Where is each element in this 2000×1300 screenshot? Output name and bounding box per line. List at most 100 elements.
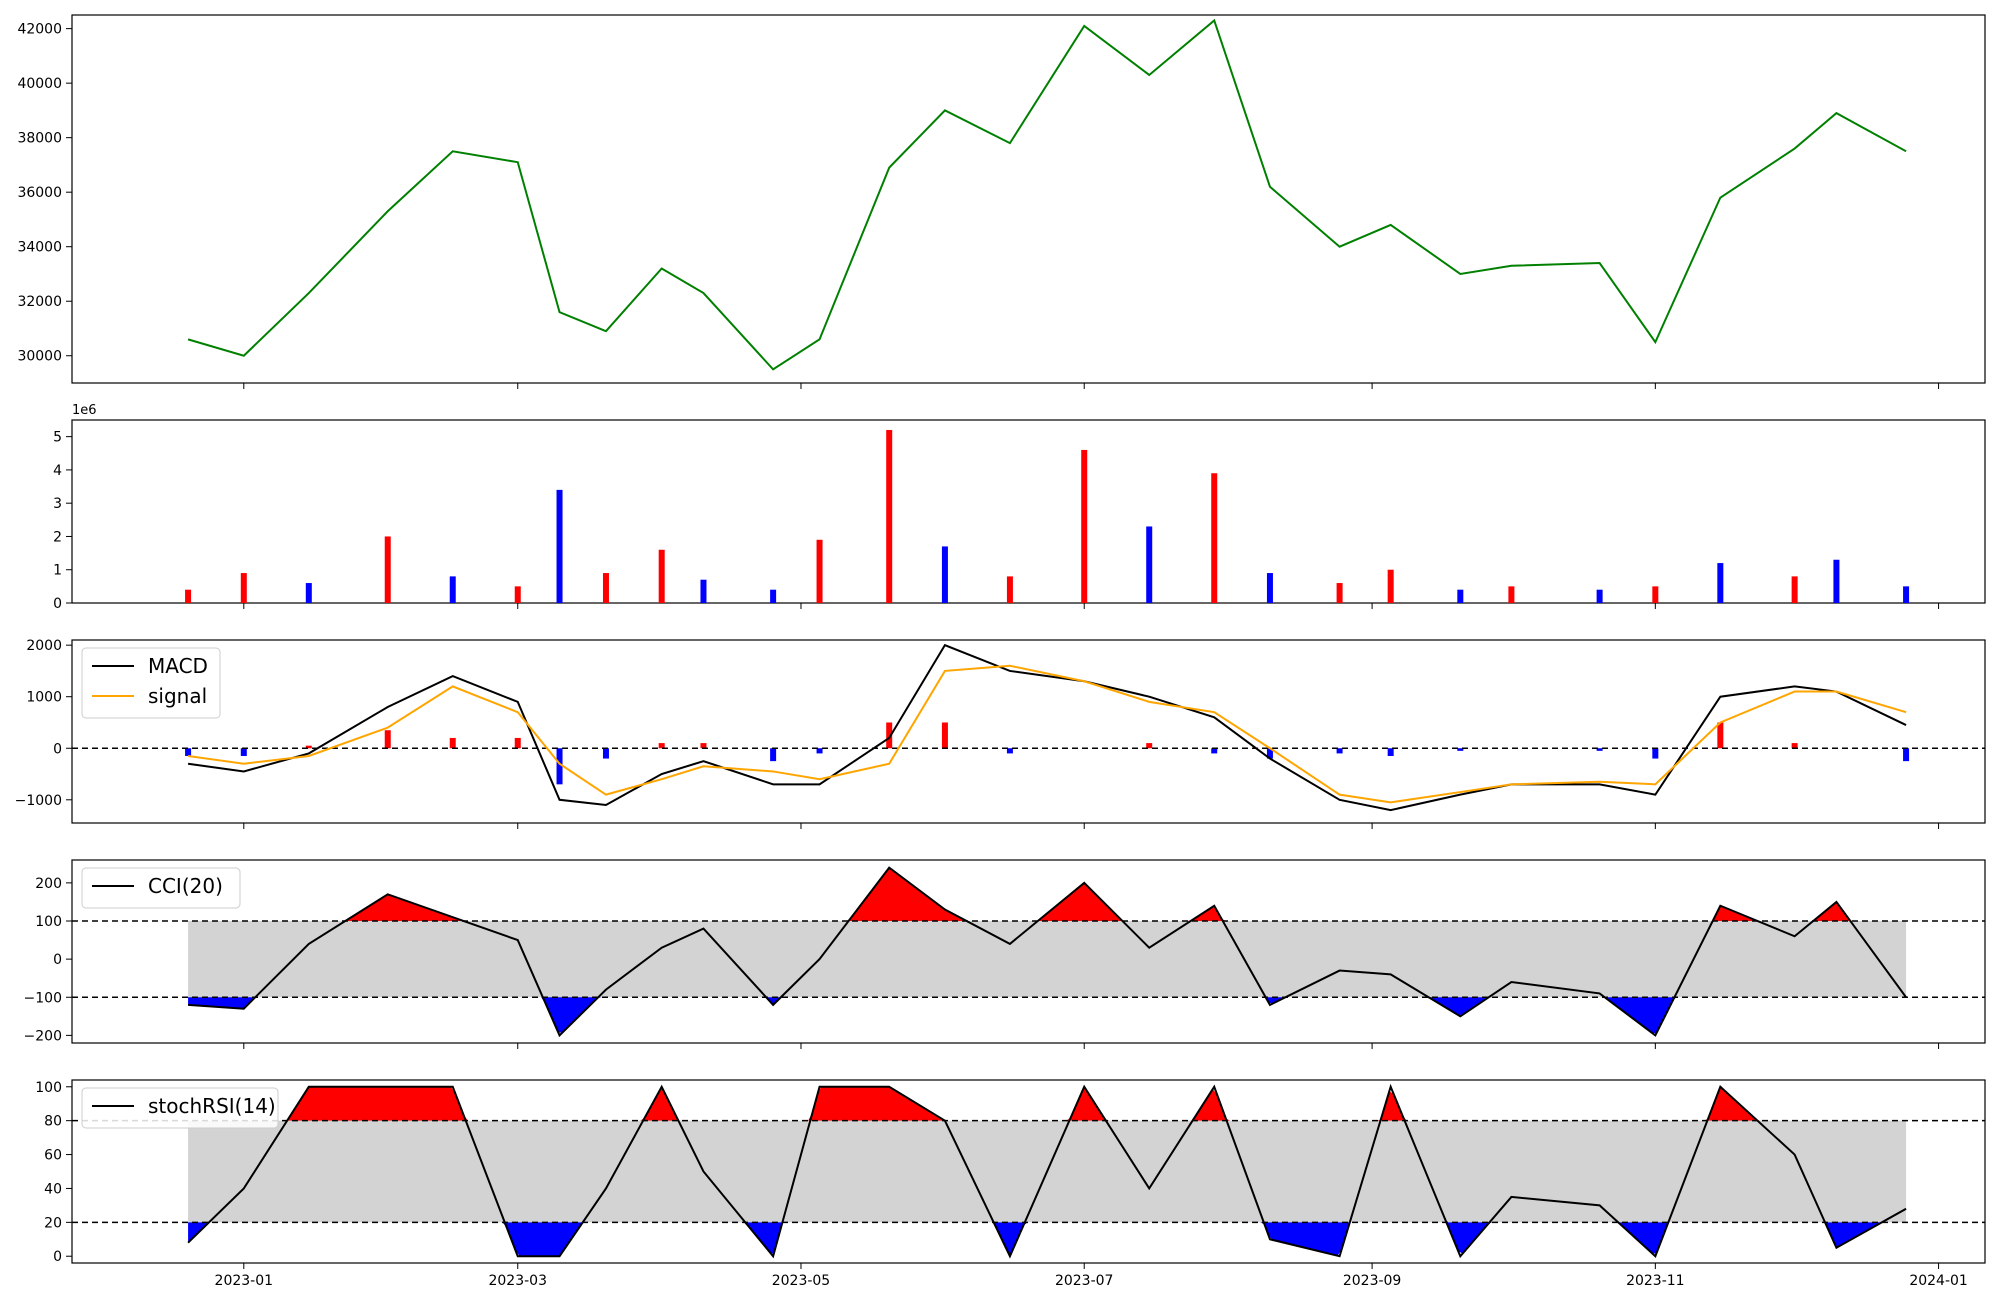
x-tick-label: 2023-03 xyxy=(488,1273,547,1289)
macd-histogram-bar xyxy=(658,743,665,749)
macd-histogram-bar xyxy=(1211,748,1218,754)
price-ytick-label: 36000 xyxy=(17,185,62,201)
macd-histogram-bar xyxy=(1146,743,1153,749)
price-ytick-label: 38000 xyxy=(17,131,62,147)
stochrsi-ytick-label: 100 xyxy=(35,1080,62,1096)
stochrsi-ytick-label: 20 xyxy=(44,1215,62,1231)
volume-bar xyxy=(514,586,521,603)
macd-histogram-bar xyxy=(1336,748,1343,754)
macd-histogram-bar xyxy=(556,748,563,785)
macd-histogram-bar xyxy=(185,748,192,756)
macd-legend-label: MACD xyxy=(148,654,208,678)
cci-neutral-band xyxy=(188,921,1907,998)
stochrsi-ytick-label: 0 xyxy=(53,1249,62,1265)
macd-ytick-label: 1000 xyxy=(26,690,62,706)
x-tick-label: 2023-05 xyxy=(772,1273,831,1289)
x-tick-label: 2023-09 xyxy=(1343,1273,1402,1289)
volume-bar xyxy=(1081,449,1088,603)
volume-bar xyxy=(185,589,192,603)
stochrsi-panel: 0 20 40 60 80 100 stochRSI(14) xyxy=(35,1079,1986,1265)
macd-histogram-bar xyxy=(240,748,247,756)
x-tick-label: 2024-01 xyxy=(1909,1273,1968,1289)
volume-bar xyxy=(305,583,312,603)
macd-histogram-bar xyxy=(602,748,609,759)
shared-x-axis: 2023-01 2023-03 2023-05 2023-07 2023-09 2023-… xyxy=(215,383,1968,1289)
stochrsi-ytick-label: 40 xyxy=(44,1181,62,1197)
volume-bar xyxy=(1508,586,1515,603)
volume-bar xyxy=(1006,576,1013,603)
stochrsi-legend: stochRSI(14) xyxy=(81,1087,279,1129)
volume-bar xyxy=(1596,589,1603,603)
volume-bar xyxy=(1903,586,1910,603)
signal-legend-label: signal xyxy=(148,684,207,708)
price-ytick-label: 40000 xyxy=(17,76,62,92)
volume-bar xyxy=(1833,559,1840,603)
volume-bar xyxy=(240,573,247,603)
stochrsi-overbought-fill xyxy=(188,1086,1907,1121)
volume-bar xyxy=(1652,586,1659,603)
volume-ytick-label: 0 xyxy=(53,596,62,612)
volume-ytick-label: 2 xyxy=(53,529,62,545)
price-ytick-label: 30000 xyxy=(17,349,62,365)
macd-histogram-bar xyxy=(770,748,777,762)
volume-bar xyxy=(1387,569,1394,603)
cci-ytick-label: 0 xyxy=(53,952,62,968)
price-ytick-label: 42000 xyxy=(17,22,62,38)
macd-histogram-bar xyxy=(816,748,823,754)
cci-ytick-label: −200 xyxy=(24,1028,62,1044)
volume-bar xyxy=(1146,526,1153,603)
macd-histogram-bar xyxy=(1791,743,1798,749)
macd-histogram-bar xyxy=(1457,748,1464,751)
volume-bar xyxy=(556,489,563,603)
volume-bar xyxy=(602,573,609,603)
macd-histogram-bar xyxy=(700,743,707,749)
macd-histogram-bar xyxy=(1266,748,1273,759)
stochrsi-line xyxy=(187,1083,1907,1259)
stochrsi-ytick-label: 80 xyxy=(44,1114,62,1130)
stochrsi-ytick-label: 60 xyxy=(44,1148,62,1164)
macd-histogram-bar xyxy=(305,745,312,749)
volume-bar xyxy=(816,539,823,603)
cci-ytick-label: 200 xyxy=(35,876,62,892)
cci-legend: CCI(20) xyxy=(81,867,241,909)
volume-ytick-label: 4 xyxy=(53,463,62,479)
volume-bar xyxy=(658,549,665,603)
macd-histogram-bar xyxy=(1006,748,1013,754)
macd-line xyxy=(187,643,1907,812)
volume-ytick-label: 1 xyxy=(53,563,62,579)
cci-legend-label: CCI(20) xyxy=(148,874,223,898)
macd-histogram-bar xyxy=(941,722,948,749)
cci-ytick-label: −100 xyxy=(24,990,62,1006)
volume-bar xyxy=(384,536,391,603)
stochrsi-legend-label: stochRSI(14) xyxy=(148,1094,276,1118)
volume-bar xyxy=(1791,576,1798,603)
macd-ytick-label: 0 xyxy=(53,741,62,757)
macd-histogram-bar xyxy=(1596,748,1603,751)
x-tick-label: 2023-07 xyxy=(1055,1273,1114,1289)
macd-histogram-bar xyxy=(886,722,893,749)
volume-bar xyxy=(886,429,893,603)
volume-scale-label: 1e6 xyxy=(72,403,97,418)
volume-ytick-label: 3 xyxy=(53,496,62,512)
price-line xyxy=(187,18,1907,371)
macd-histogram-bar xyxy=(1387,748,1394,756)
volume-panel: 1e6 0 1 2 3 4 5 xyxy=(53,403,1986,612)
volume-bar xyxy=(770,589,777,603)
volume-bar xyxy=(1336,583,1343,603)
x-tick-label: 2023-01 xyxy=(215,1273,274,1289)
stochrsi-oversold-fill xyxy=(188,1222,1907,1257)
macd-legend: MACD signal xyxy=(81,647,221,719)
macd-ytick-label: −1000 xyxy=(15,793,62,809)
macd-histogram-bar xyxy=(1652,748,1659,759)
macd-panel: −1000 0 1000 2000 MACD signal xyxy=(15,638,1986,824)
macd-histogram-bar xyxy=(1717,722,1724,749)
macd-histogram-bar xyxy=(1903,748,1910,762)
price-ytick-label: 32000 xyxy=(17,294,62,310)
volume-bar xyxy=(1717,563,1724,603)
cci-line xyxy=(188,866,1907,1038)
price-panel: 30000 32000 34000 36000 38000 40000 42000 xyxy=(17,14,1986,384)
macd-histogram-bar xyxy=(384,730,391,749)
signal-line xyxy=(187,664,1907,804)
price-ytick-label: 34000 xyxy=(17,240,62,256)
